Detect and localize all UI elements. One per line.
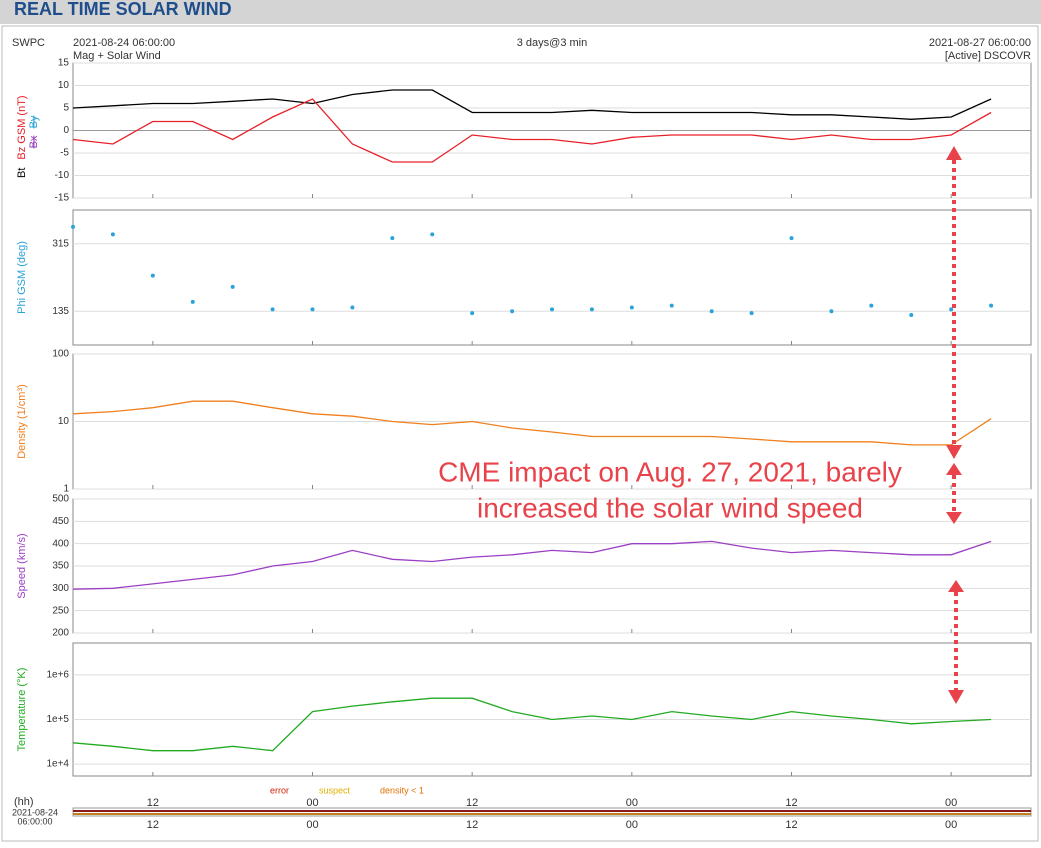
- data-point: [669, 303, 674, 308]
- data-point: [829, 309, 834, 314]
- x-tick-label: 12: [147, 797, 159, 809]
- legend-label: Bz GSM (nT): [16, 95, 28, 159]
- x-tick-label: 12: [466, 819, 478, 831]
- y-tick-label: 350: [52, 561, 69, 572]
- x-tick-label: 00: [306, 819, 318, 831]
- data-point: [909, 313, 914, 317]
- data-point: [709, 309, 714, 314]
- y-tick-label: -5: [60, 148, 69, 159]
- data-point: [550, 307, 554, 312]
- y-tick-label: 450: [52, 516, 69, 527]
- x-tick-label: 12: [466, 797, 478, 809]
- flag-label: density < 1: [380, 785, 424, 795]
- y-tick-label: 1e+5: [46, 714, 69, 725]
- annotation: increased the solar wind speed: [477, 492, 863, 523]
- y-tick-label: 300: [52, 583, 69, 594]
- subtitle: Mag + Solar Wind: [73, 50, 161, 62]
- y-tick-label: 0: [63, 125, 69, 136]
- data-point: [869, 303, 874, 308]
- y-axis-label: Density (1/cm³): [16, 384, 28, 459]
- y-tick-label: 200: [52, 628, 69, 639]
- data-point: [989, 303, 994, 308]
- y-tick-label: 315: [52, 238, 69, 249]
- x-tick-label: 00: [945, 797, 957, 809]
- data-point: [789, 236, 794, 241]
- data-point: [71, 224, 75, 229]
- y-tick-label: 5: [63, 103, 69, 114]
- data-point: [470, 311, 475, 316]
- y-axis-label: Temperature (°K): [16, 668, 28, 752]
- data-point: [949, 307, 954, 312]
- y-axis-label: Speed (km/s): [16, 533, 28, 598]
- series-line: [72, 540, 992, 590]
- source: [Active] DSCOVR: [945, 50, 1031, 62]
- x-tick-label: 00: [626, 797, 638, 809]
- series-line: [72, 89, 992, 120]
- y-tick-label: 500: [52, 494, 69, 505]
- y-tick-label: 15: [58, 58, 70, 69]
- y-tick-label: 400: [52, 538, 69, 549]
- data-point: [629, 305, 634, 310]
- bottom-start: 2021-08-24: [12, 807, 58, 817]
- data-point: [190, 299, 195, 304]
- series-line: [72, 697, 992, 752]
- hh-label: (hh): [14, 796, 34, 808]
- y-tick-label: 1e+6: [46, 670, 69, 681]
- legend-label: Bt: [16, 168, 28, 178]
- series-line: [72, 98, 992, 163]
- y-tick-label: 10: [58, 416, 70, 427]
- data-point: [589, 307, 594, 312]
- data-point: [270, 307, 275, 312]
- x-tick-label: 12: [147, 819, 159, 831]
- y-tick-label: -10: [55, 170, 70, 181]
- series-line: [72, 400, 992, 446]
- y-tick-label: 250: [52, 605, 69, 616]
- flag-label: suspect: [319, 785, 351, 795]
- x-tick-label: 12: [785, 819, 797, 831]
- y-tick-label: 10: [58, 80, 70, 91]
- end-time: 2021-08-27 06:00:00: [929, 37, 1031, 49]
- bottom-start: 06:00:00: [17, 816, 52, 826]
- data-point: [310, 307, 315, 312]
- y-axis-label: Phi GSM (deg): [16, 241, 28, 314]
- data-point: [390, 236, 395, 241]
- y-tick-label: 135: [52, 306, 69, 317]
- x-tick-label: 00: [626, 819, 638, 831]
- data-point: [510, 309, 515, 314]
- data-point: [110, 232, 115, 237]
- start-time: 2021-08-24 06:00:00: [73, 37, 175, 49]
- inactive-legend-label: Bx: [28, 135, 40, 148]
- annotation: CME impact on Aug. 27, 2021, barely: [438, 456, 902, 487]
- panel-frame: [72, 209, 1032, 346]
- span: 3 days@3 min: [517, 37, 587, 49]
- data-point: [230, 284, 235, 289]
- y-tick-label: 1e+4: [46, 759, 69, 770]
- x-tick-label: 00: [306, 797, 318, 809]
- annotation-arrows: [946, 146, 964, 704]
- data-point: [430, 232, 435, 237]
- org: SWPC: [12, 37, 45, 49]
- header-title: REAL TIME SOLAR WIND: [14, 0, 232, 19]
- y-tick-label: -15: [55, 193, 70, 204]
- data-point: [749, 311, 754, 316]
- y-tick-label: 1: [63, 484, 69, 495]
- y-tick-label: 100: [52, 349, 69, 360]
- frame: [1, 25, 1039, 842]
- data-point: [150, 273, 155, 278]
- inactive-legend-label: By: [28, 115, 40, 128]
- x-tick-label: 12: [785, 797, 797, 809]
- x-tick-label: 00: [945, 819, 957, 831]
- flag-label: error: [270, 785, 289, 795]
- panel-frame: [72, 642, 1032, 777]
- data-point: [350, 305, 355, 310]
- header-bar: [0, 0, 1041, 24]
